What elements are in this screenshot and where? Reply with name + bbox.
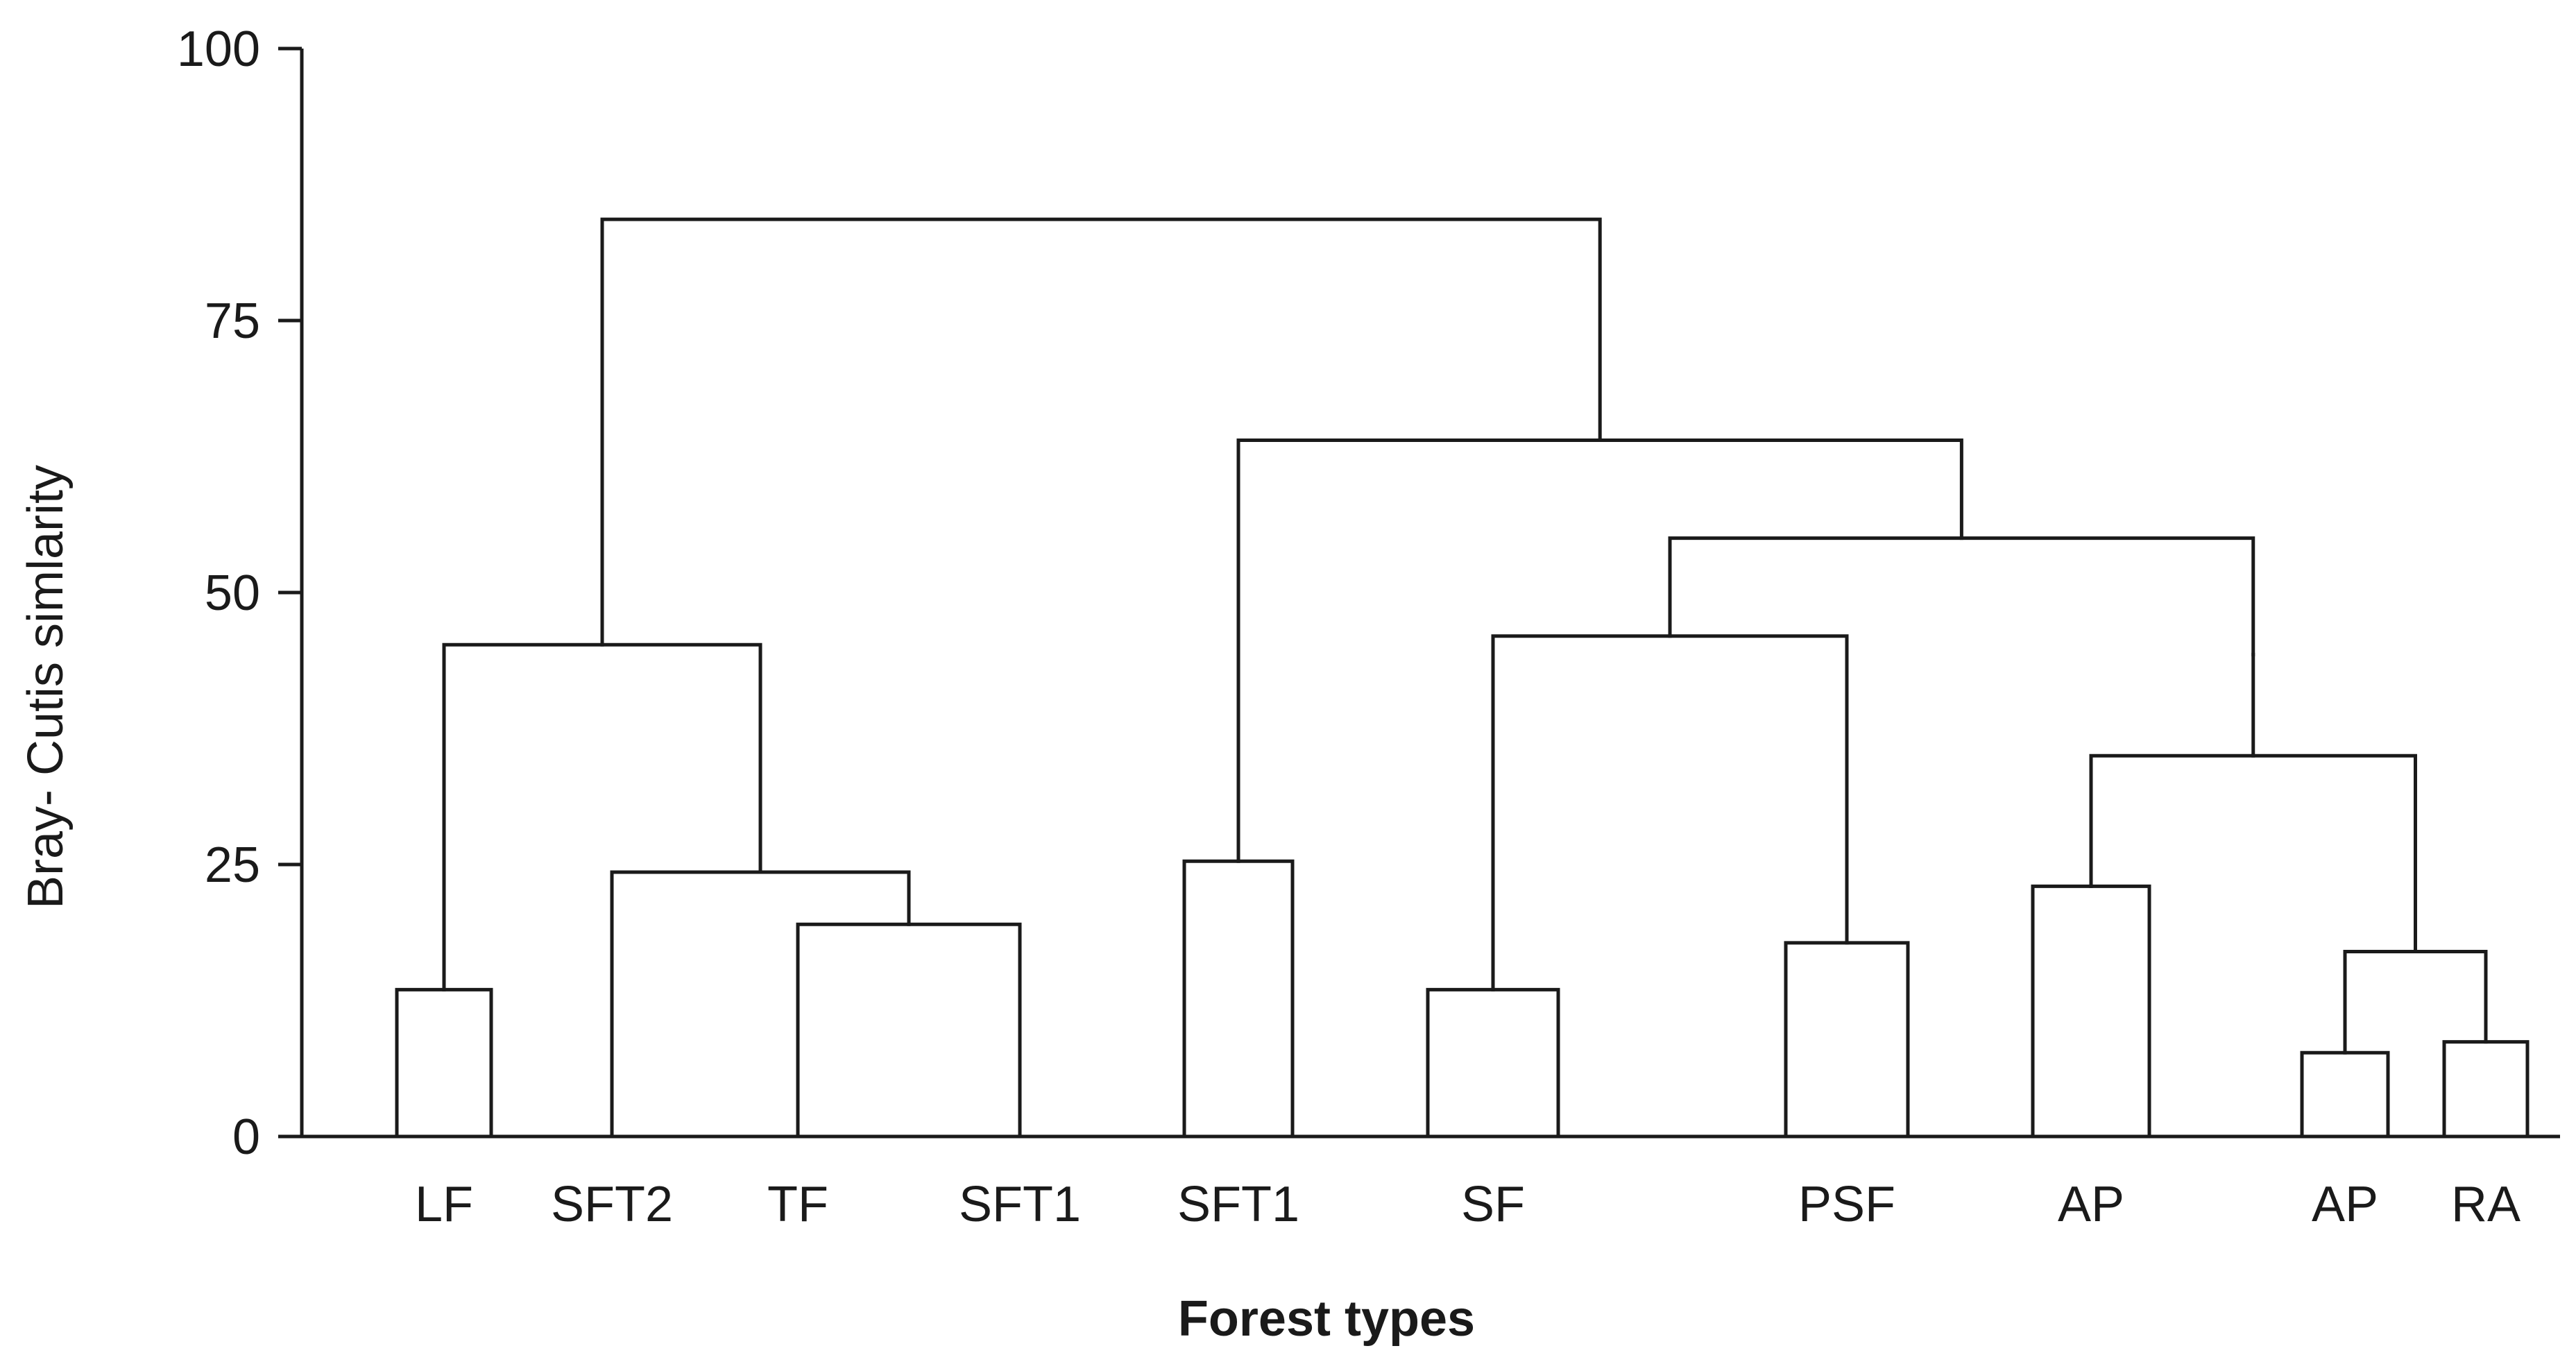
leaf-label-4: SFT1 [1177,1177,1299,1232]
link-10 [2343,949,2488,1055]
leaf-label-7: AP [2058,1177,2124,1232]
link-12 [2031,884,2151,1139]
link-9 [2442,1040,2530,1139]
link-0 [395,987,493,1139]
leaf-label-3: SFT1 [959,1177,1081,1232]
link-6 [1784,941,1910,1139]
link-4 [1182,859,1295,1139]
leaf-label-2: TF [767,1177,828,1232]
leaf-label-5: SF [1461,1177,1525,1232]
leaf-label-6: PSF [1798,1177,1895,1232]
dendrogram-links [395,217,2530,1139]
link-13 [2089,753,2417,888]
axes [300,49,2560,1139]
leaf-labels: LF SFT2 TF SFT1 SFT1 SF PSF AP AP RA [415,1177,2520,1232]
link-8 [2300,1050,2390,1139]
y-tick-label-100: 100 [177,22,260,77]
y-axis-title: Bray- Cutis simlarity [18,465,74,909]
link-5 [1426,987,1560,1139]
leaf-label-0: LF [415,1177,473,1232]
leaf-label-1: SFT2 [551,1177,673,1232]
y-tick-label-25: 25 [205,837,260,893]
leaf-label-8: AP [2312,1177,2378,1232]
link-17 [600,217,1602,647]
link-7 [1491,634,1849,991]
link-3 [442,642,762,991]
link-2 [610,870,911,1139]
y-tick-label-50: 50 [205,565,260,621]
link-1 [796,922,1022,1139]
leaf-label-9: RA [2451,1177,2520,1232]
x-axis-title: Forest types [1178,1291,1475,1347]
link-16 [1236,438,1963,863]
y-tick-label-0: 0 [232,1109,260,1165]
y-tick-label-75: 75 [205,293,260,349]
y-ticks: 0 25 50 75 100 [177,22,302,1165]
